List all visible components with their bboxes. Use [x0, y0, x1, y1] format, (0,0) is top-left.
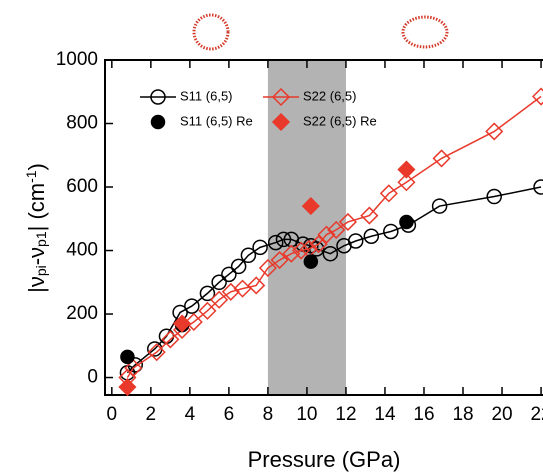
- y-label-part: -ν: [24, 247, 49, 265]
- marker: [198, 301, 217, 320]
- marker: [199, 285, 216, 302]
- legend-label: S11 (6,5): [180, 88, 233, 103]
- x-tick-label: 6: [224, 404, 235, 425]
- marker: [275, 231, 292, 248]
- marker: [338, 212, 357, 232]
- marker: [432, 149, 451, 168]
- legend-label: S22 (6,5): [303, 88, 356, 103]
- marker: [270, 250, 289, 270]
- y-label-part: p1: [33, 231, 49, 247]
- marker: [221, 282, 240, 301]
- legend-label: S22 (6,5) Re: [303, 113, 377, 128]
- legend-label: S11 (6,5) Re: [180, 113, 253, 128]
- y-tick-label: 200: [66, 303, 98, 324]
- marker: [247, 276, 266, 295]
- marker: [120, 349, 135, 365]
- marker: [317, 225, 336, 244]
- marker: [267, 234, 284, 251]
- marker: [531, 87, 543, 106]
- marker: [258, 258, 277, 278]
- y-label-part: pi: [33, 265, 49, 276]
- marker: [221, 266, 237, 283]
- flattened-tube-icon: [401, 15, 449, 49]
- x-tick-label: 4: [185, 404, 196, 425]
- marker: [327, 220, 346, 239]
- marker: [210, 290, 229, 309]
- marker: [184, 312, 203, 332]
- marker: [303, 254, 319, 269]
- marker: [383, 223, 399, 240]
- marker: [173, 314, 192, 333]
- x-tick-label: 0: [107, 404, 118, 425]
- marker: [184, 298, 200, 314]
- marker: [230, 258, 247, 275]
- plot-frame: [104, 59, 543, 396]
- nanotube-icons: [192, 13, 449, 51]
- x-tick-label: 18: [452, 404, 473, 425]
- marker: [301, 197, 320, 216]
- marker: [211, 274, 227, 291]
- marker: [431, 198, 448, 214]
- marker: [282, 244, 301, 263]
- marker: [397, 160, 416, 179]
- marker: [363, 228, 380, 244]
- marker: [360, 206, 379, 225]
- x-tick-label: 8: [263, 404, 274, 425]
- y-tick-label: 600: [66, 176, 98, 197]
- x-axis-label: Pressure (GPa): [248, 447, 401, 472]
- legend-marker: [271, 112, 291, 132]
- marker: [124, 358, 143, 378]
- x-tick-label: 20: [491, 404, 512, 425]
- y-label-part: -1: [23, 170, 39, 183]
- y-axis-label: |νpi-νp1| (cm-1): [23, 163, 49, 293]
- marker: [252, 239, 268, 256]
- y-tick-label: 400: [66, 240, 98, 261]
- y-tick-label: 0: [87, 367, 98, 388]
- x-tick-label: 2: [146, 404, 157, 425]
- x-tick-label: 10: [296, 404, 317, 425]
- x-tick-label: 12: [335, 404, 356, 425]
- y-label-part: |ν: [24, 276, 49, 293]
- marker: [161, 330, 180, 349]
- round-tube-icon: [192, 13, 230, 51]
- marker: [292, 241, 311, 260]
- marker: [397, 173, 416, 192]
- marker: [485, 122, 504, 141]
- y-tick-label: 800: [66, 113, 98, 134]
- y-label-part: ): [24, 163, 49, 170]
- legend-marker: [271, 87, 291, 107]
- y-tick-label: 1000: [56, 49, 98, 70]
- legend-marker: [150, 89, 166, 105]
- x-tick-label: 22: [530, 404, 543, 425]
- marker: [486, 188, 502, 205]
- marker: [379, 184, 398, 203]
- marker: [118, 378, 137, 397]
- y-label-part: | (cm: [24, 183, 49, 231]
- shaded-region: [267, 60, 346, 395]
- marker: [533, 179, 543, 195]
- x-tick-label: 14: [374, 404, 396, 425]
- marker: [240, 247, 257, 264]
- marker: [322, 245, 339, 262]
- marker: [347, 233, 364, 249]
- marker: [399, 214, 414, 230]
- marker: [309, 235, 328, 254]
- legend-marker: [150, 114, 166, 130]
- x-tick-label: 16: [413, 404, 434, 425]
- marker: [147, 343, 166, 362]
